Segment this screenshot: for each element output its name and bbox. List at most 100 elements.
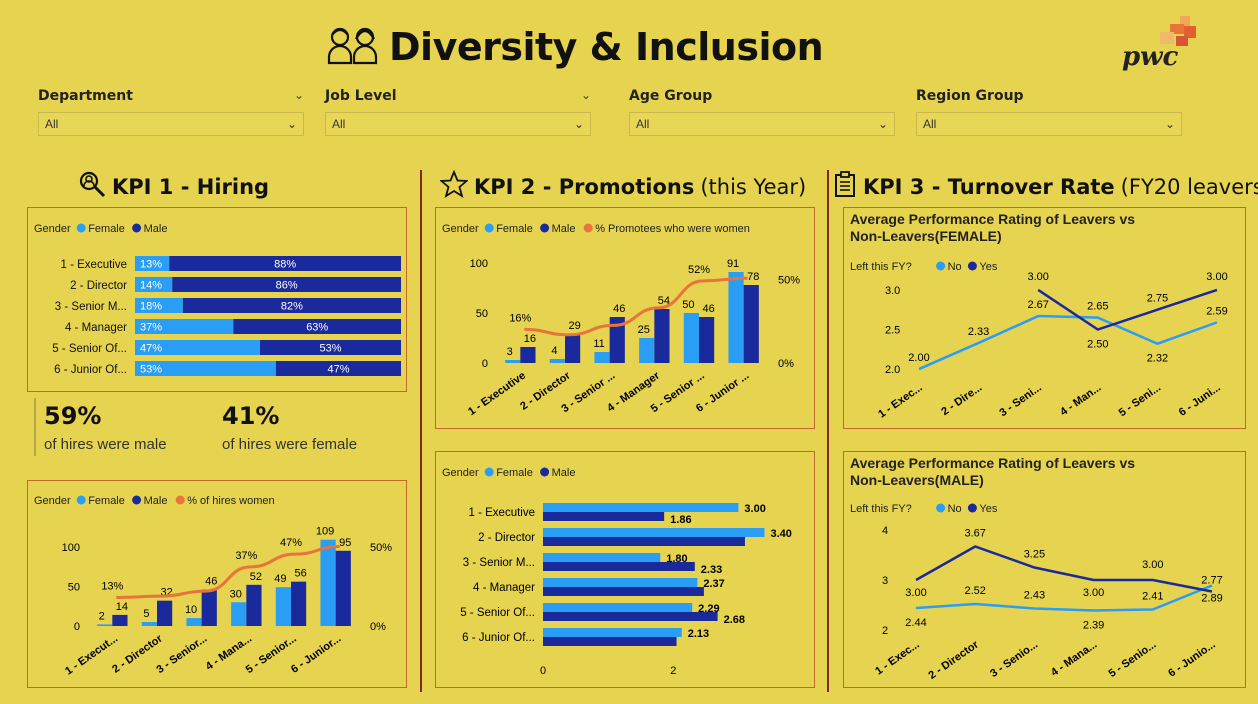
filter-age-group[interactable]: Age Group All ⌄: [629, 88, 895, 136]
bar-male: [169, 256, 401, 271]
chevron-down-icon[interactable]: ⌄: [580, 88, 591, 102]
category-label: 1 - Executive: [469, 507, 535, 519]
bar-male: [609, 317, 625, 363]
bar-female: [543, 603, 693, 612]
filter-region-group[interactable]: Region Group All ⌄: [916, 88, 1182, 136]
promotions-rating-panel: Gender Female Male 1 - Executive 3.00 1.86 2 -…: [435, 451, 815, 688]
bar-male: [182, 298, 401, 313]
y-tick-label: 50: [68, 581, 80, 593]
kpi3-title: KPI 3 - Turnover Rate (FY20 leavers): [833, 170, 1258, 203]
line-series: [1037, 288, 1218, 331]
category-label: 3 - Senior M...: [463, 557, 535, 569]
data-label: 5: [143, 608, 149, 620]
turnover-male-chart: Average Performance Rating of Leavers vs…: [850, 455, 1223, 682]
data-label: 14: [116, 601, 128, 613]
legend-label: Yes: [979, 261, 997, 273]
data-label: 30: [230, 588, 242, 600]
stat-female-value: 41%: [222, 402, 280, 430]
bar-female: [543, 528, 765, 537]
column-divider: [420, 170, 422, 692]
chevron-down-icon[interactable]: ⌄: [573, 117, 584, 131]
data-label: 95: [339, 537, 351, 549]
select-value: All: [636, 117, 650, 131]
data-label: 63%: [306, 322, 328, 334]
bar-female: [543, 503, 739, 512]
select-value: All: [332, 117, 346, 131]
data-label: 46: [613, 303, 625, 315]
y2-tick-label: 50%: [370, 542, 392, 554]
hiring-counts-chart: Gender Female Male % of hires women 0 50 100 0%…: [34, 495, 392, 678]
data-label: 2.32: [1147, 353, 1168, 365]
data-label: 53%: [319, 343, 341, 355]
legend-label: Male: [144, 495, 168, 507]
age-group-select[interactable]: All ⌄: [629, 112, 895, 136]
legend-marker: [967, 503, 977, 513]
chevron-down-icon[interactable]: ⌄: [877, 117, 888, 131]
legend-label: Female: [496, 223, 533, 235]
x-tick-label: 1 - Exec...: [876, 382, 924, 421]
x-tick-label: 3 - Senior...: [154, 633, 209, 676]
data-label: 49: [274, 573, 286, 585]
region-group-select[interactable]: All ⌄: [916, 112, 1182, 136]
stat-female: 41% of hires were female: [222, 402, 357, 453]
data-label: 3: [507, 346, 513, 358]
y-tick-label: 0: [482, 358, 488, 370]
turnover-female-chart: Average Performance Rating of Leavers vs…: [850, 211, 1228, 421]
legend-marker: [76, 223, 86, 233]
x-tick-label: 3 - Senio...: [988, 639, 1040, 680]
data-label: 3.40: [770, 528, 791, 540]
bar-female: [135, 340, 261, 355]
bar-male: [157, 600, 173, 626]
category-label: 4 - Manager: [65, 322, 127, 334]
data-label: 2.89: [1201, 593, 1222, 605]
department-select[interactable]: All ⌄: [38, 112, 304, 136]
filter-job-level[interactable]: Job Level ⌄ All ⌄: [325, 88, 591, 136]
legend-title: Left this FY?: [850, 261, 912, 273]
job-level-select[interactable]: All ⌄: [325, 112, 591, 136]
bar-male: [543, 587, 704, 596]
x-tick-label: 2 - Dire...: [939, 382, 984, 418]
data-label: 52: [250, 571, 262, 583]
bar-male: [543, 537, 745, 546]
promotions-rating-chart: Gender Female Male 1 - Executive 3.00 1.86 2 -…: [442, 467, 792, 677]
filter-department[interactable]: Department ⌄ All ⌄: [38, 88, 304, 136]
chevron-down-icon[interactable]: ⌄: [1164, 117, 1175, 131]
data-label: 2.43: [1024, 590, 1045, 602]
bar-female: [97, 624, 113, 626]
bar-female: [320, 539, 336, 626]
data-label: 3.00: [1027, 271, 1048, 283]
bar-female: [549, 359, 565, 363]
legend-marker: [132, 223, 142, 233]
legend-label: Male: [552, 223, 576, 235]
category-label: 5 - Senior Of...: [460, 607, 535, 619]
clipboard-icon: [833, 170, 857, 203]
chevron-down-icon[interactable]: ⌄: [293, 88, 304, 102]
y-tick-label: 4: [882, 525, 888, 537]
data-label: 2.75: [1147, 293, 1168, 305]
bar-male: [275, 361, 401, 376]
legend-title: Gender: [34, 495, 71, 507]
chart-title: Non-Leavers(MALE): [850, 472, 984, 488]
category-label: 4 - Manager: [473, 582, 535, 594]
turnover-male-panel: Average Performance Rating of Leavers vs…: [843, 451, 1246, 688]
kpi1-title: KPI 1 - Hiring: [78, 170, 269, 203]
y-tick-label: 100: [62, 542, 80, 554]
data-label: 53%: [140, 364, 162, 376]
x-tick-label: 1 - Exec...: [873, 639, 921, 678]
line-label: 52%: [688, 264, 710, 276]
line-label: 47%: [280, 537, 302, 549]
data-label: 2.33: [701, 564, 722, 576]
category-label: 5 - Senior Of...: [52, 343, 127, 355]
line-series: [915, 584, 1213, 612]
legend-label: % Promotees who were women: [595, 223, 750, 235]
x-tick-label: 3 - Seni...: [997, 382, 1043, 420]
hiring-counts-panel: Gender Female Male % of hires women 0 50 100 0%…: [27, 480, 407, 688]
chevron-down-icon[interactable]: ⌄: [286, 117, 297, 131]
filter-label: Department: [38, 88, 133, 104]
bar-male: [743, 285, 759, 363]
stat-divider: [34, 398, 36, 456]
data-label: 4: [551, 345, 557, 357]
filter-label: Region Group: [916, 88, 1024, 104]
bar-male: [112, 614, 128, 626]
stat-male-value: 59%: [44, 402, 102, 430]
